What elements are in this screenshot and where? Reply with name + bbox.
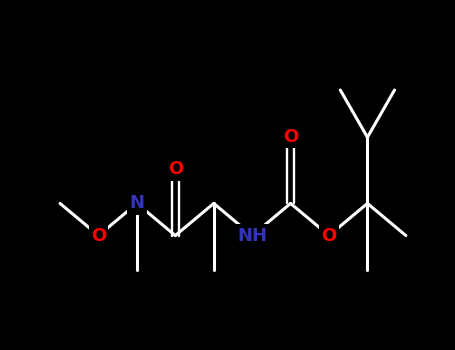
- Text: O: O: [321, 226, 337, 245]
- Text: O: O: [91, 226, 106, 245]
- Text: NH: NH: [237, 226, 267, 245]
- Text: O: O: [283, 128, 298, 146]
- Text: N: N: [129, 194, 144, 212]
- Text: O: O: [168, 160, 183, 178]
